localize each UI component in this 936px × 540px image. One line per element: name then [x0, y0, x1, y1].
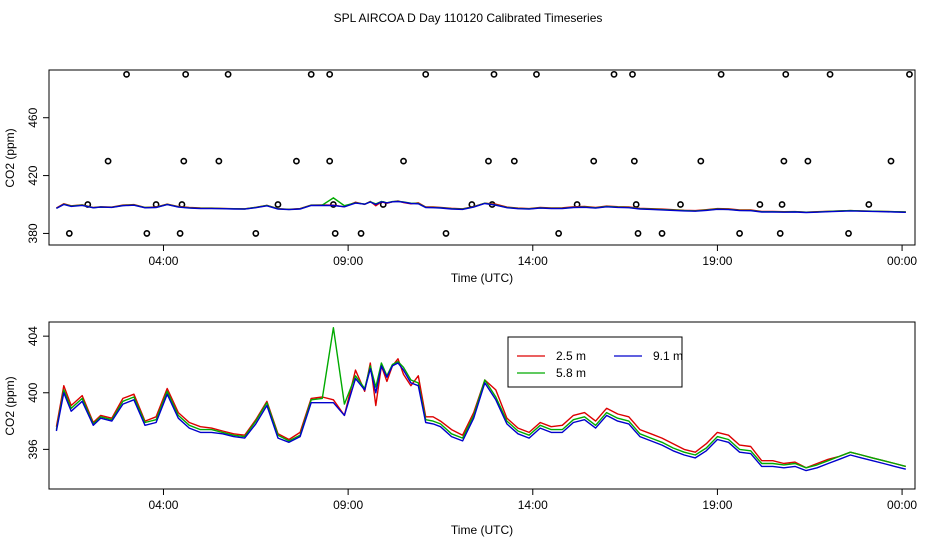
y-tick-label: 400 [26, 382, 40, 402]
data-point [845, 230, 852, 237]
data-point [510, 157, 518, 165]
series-line-5-8m [55, 327, 906, 469]
data-point [326, 70, 334, 78]
y-axis-title: CO2 (ppm) [3, 128, 17, 187]
data-point [697, 157, 705, 165]
series-line-9-1m [56, 200, 906, 214]
y-tick-label: 460 [26, 107, 40, 127]
data-point [176, 230, 184, 237]
flat-lines [56, 197, 906, 214]
data-point [658, 230, 666, 237]
x-axis-ticks: 04:00 09:00 14:00 19:00 00:00 [148, 489, 917, 512]
y-axis-ticks: 396 400 404 [26, 326, 49, 459]
data-point [555, 230, 563, 237]
y-tick-label: 380 [26, 223, 40, 243]
x-tick-label: 00:00 [887, 498, 917, 512]
data-point [252, 230, 260, 237]
legend: 2.5 m 5.8 m 9.1 m [507, 336, 683, 388]
data-point [906, 70, 913, 78]
x-tick-label: 00:00 [887, 254, 917, 268]
chart-title: SPL AIRCOA D Day 110120 Calibrated Times… [334, 11, 603, 25]
data-point [180, 157, 188, 165]
data-point [804, 157, 812, 165]
data-point [629, 70, 636, 78]
x-tick-label: 04:00 [148, 254, 178, 268]
data-point [533, 70, 540, 78]
data-point [104, 157, 112, 165]
y-tick-label: 404 [26, 326, 40, 346]
data-point [865, 201, 873, 208]
legend-label-2-5m: 2.5 m [556, 349, 586, 363]
x-tick-label: 09:00 [333, 498, 363, 512]
data-point [274, 201, 282, 208]
data-point [65, 230, 73, 237]
data-point [632, 201, 640, 208]
data-point [630, 157, 638, 165]
data-point [610, 70, 618, 78]
data-point [776, 230, 784, 237]
data-point [887, 157, 895, 165]
data-point [422, 70, 430, 78]
legend-label-5-8m: 5.8 m [556, 366, 586, 380]
panel-top: 04:00 09:00 14:00 19:00 00:00 380 420 460 Time… [3, 69, 917, 285]
data-point [182, 70, 190, 78]
x-axis-title: Time (UTC) [451, 271, 513, 285]
plot-frame [48, 69, 916, 246]
x-axis-title: Time (UTC) [451, 523, 513, 537]
data-point [123, 70, 130, 78]
series-line-9-1m [55, 362, 906, 472]
panel-bottom: 04:00 09:00 14:00 19:00 00:00 396 400 404 Time… [3, 321, 917, 537]
data-point [717, 70, 725, 78]
data-point [143, 230, 151, 237]
data-point [215, 157, 223, 165]
data-point [442, 230, 450, 237]
data-point [736, 230, 743, 237]
data-point [677, 201, 684, 208]
plot-frame [48, 321, 916, 490]
series-lines [55, 327, 906, 472]
data-point [307, 70, 315, 78]
data-point [782, 70, 790, 78]
data-point [590, 157, 598, 165]
data-point [826, 70, 834, 78]
legend-box [507, 336, 683, 388]
data-point [326, 157, 334, 165]
data-point [400, 157, 407, 165]
y-axis-ticks: 380 420 460 [26, 107, 49, 243]
data-point [778, 201, 786, 208]
data-point [780, 157, 788, 165]
data-point [224, 70, 232, 78]
data-point [331, 230, 339, 237]
data-point [293, 157, 300, 165]
legend-label-9-1m: 9.1 m [653, 349, 683, 363]
scatter-points [65, 70, 913, 237]
series-line-2-5m [55, 358, 906, 469]
data-point [357, 230, 365, 237]
x-tick-label: 14:00 [518, 254, 548, 268]
y-tick-label: 420 [26, 165, 40, 185]
x-tick-label: 09:00 [333, 254, 363, 268]
x-axis-ticks: 04:00 09:00 14:00 19:00 00:00 [148, 245, 917, 268]
y-axis-title: CO2 (ppm) [3, 376, 17, 435]
data-point [485, 157, 492, 165]
x-tick-label: 19:00 [702, 498, 732, 512]
y-tick-label: 396 [26, 439, 40, 459]
x-tick-label: 04:00 [148, 498, 178, 512]
data-point [490, 70, 498, 78]
data-point [634, 230, 642, 237]
x-tick-label: 14:00 [518, 498, 548, 512]
data-point [756, 201, 764, 208]
x-tick-label: 19:00 [702, 254, 732, 268]
